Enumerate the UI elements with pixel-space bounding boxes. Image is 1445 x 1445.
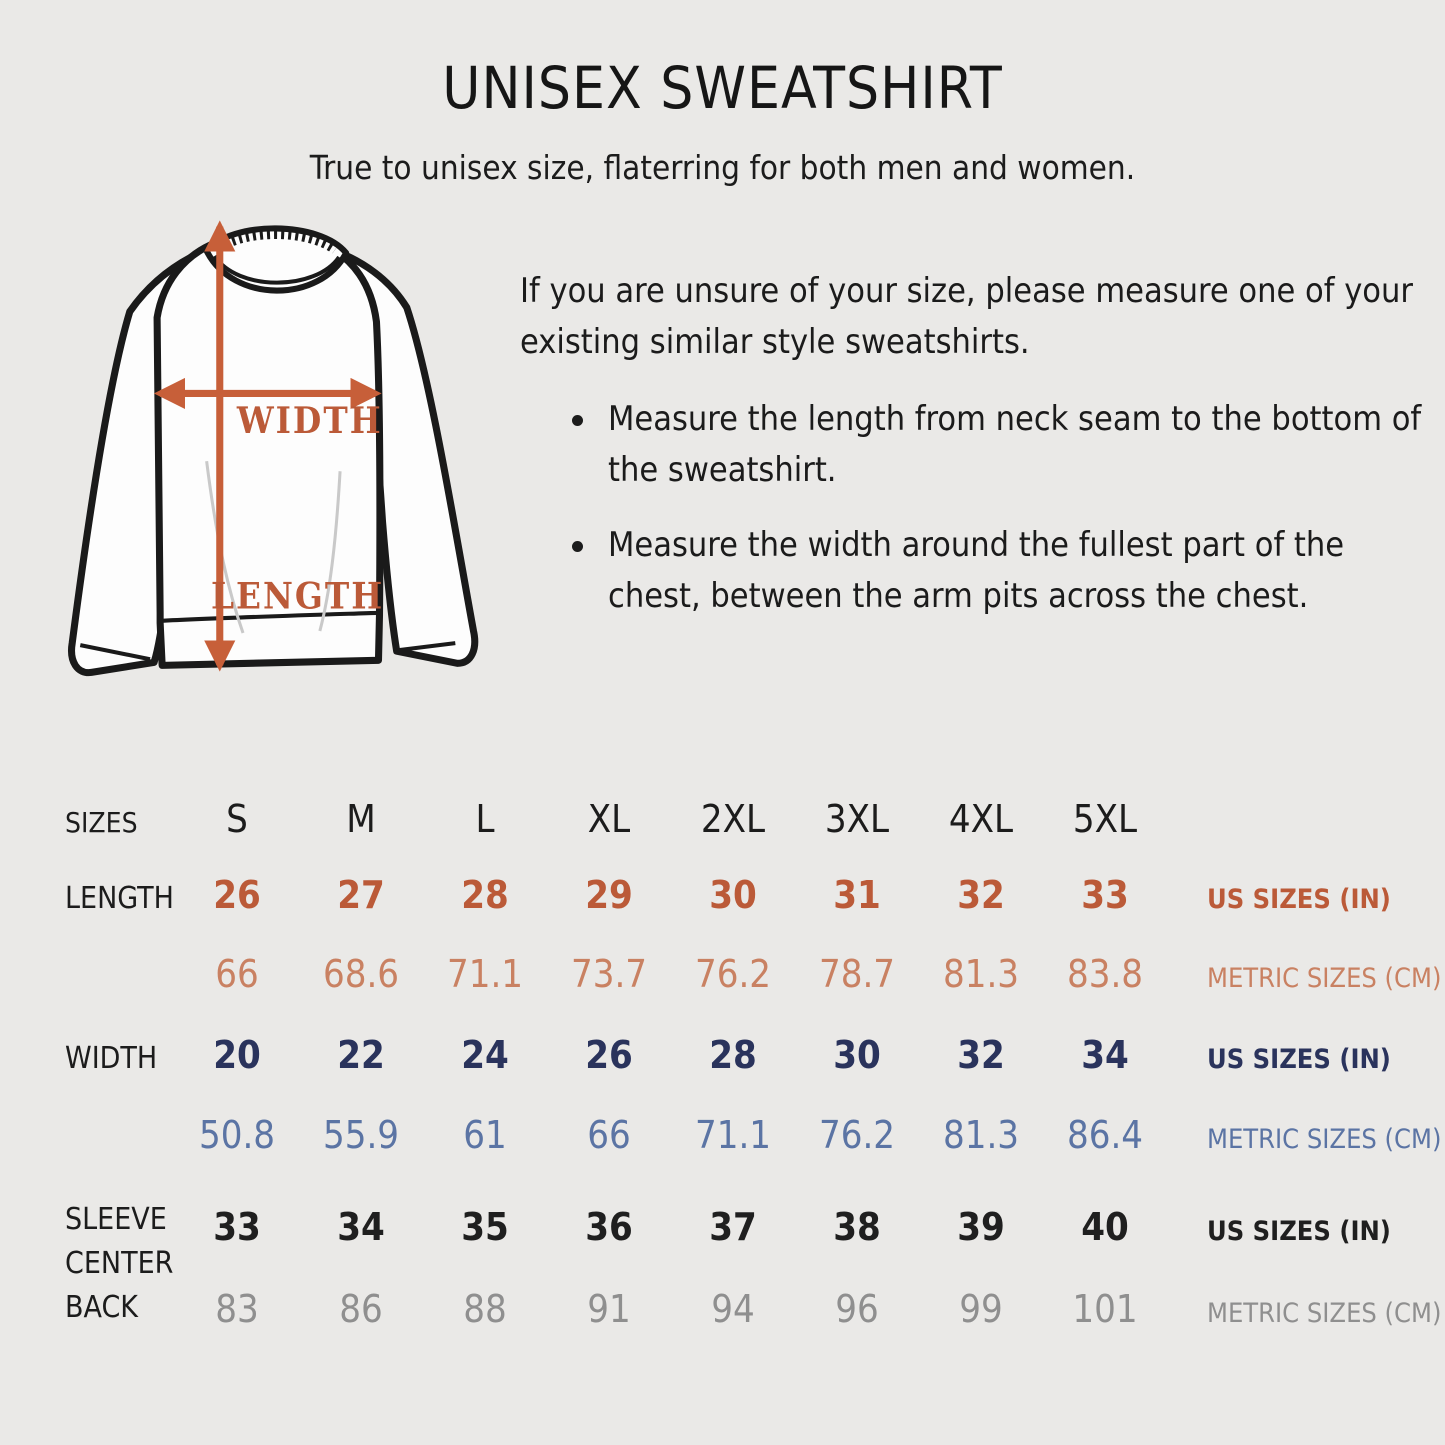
left-cuff-line — [79, 643, 151, 662]
fold-line-right — [318, 471, 342, 632]
size-value: 26 — [213, 873, 261, 917]
size-value: 37 — [709, 1205, 757, 1249]
size-value: 26 — [585, 1033, 633, 1077]
size-value: 34 — [1081, 1033, 1129, 1077]
size-value: 61 — [463, 1113, 507, 1157]
size-value: 99 — [959, 1287, 1003, 1331]
right-cuff-line — [397, 641, 456, 653]
size-value: 73.7 — [570, 952, 648, 996]
sleeve-center-back-label: SLEEVE CENTER BACK — [65, 1198, 173, 1330]
size-value: 71.1 — [694, 1113, 772, 1157]
size-value: 27 — [337, 873, 385, 917]
table-row: 33 34 35 36 37 38 39 40 US SIZES (IN) — [0, 1205, 1445, 1249]
size-table-header-row: SIZES S M L XL 2XL 3XL 4XL 5XL — [0, 797, 1445, 841]
bullet-item: Measure the width around the fullest par… — [520, 520, 1425, 622]
unit-label: METRIC SIZES (CM) — [1207, 1124, 1442, 1155]
table-row: WIDTH 20 22 24 26 28 30 32 34 US SIZES (IN) — [0, 1033, 1445, 1077]
size-column-header: L — [475, 797, 495, 841]
sleeve-label-line: BACK — [65, 1290, 138, 1326]
size-column-header: 4XL — [948, 797, 1014, 841]
unit-label: METRIC SIZES (CM) — [1207, 963, 1442, 994]
size-value: 96 — [835, 1287, 879, 1331]
size-value: 66 — [587, 1113, 631, 1157]
size-value: 34 — [337, 1205, 385, 1249]
size-value: 31 — [833, 873, 881, 917]
size-column-header: 3XL — [824, 797, 890, 841]
size-value: 88 — [463, 1287, 507, 1331]
unit-label: METRIC SIZES (CM) — [1207, 1298, 1442, 1329]
measuring-instructions: If you are unsure of your size, please m… — [520, 266, 1425, 646]
size-value: 68.6 — [322, 952, 400, 996]
size-value: 38 — [833, 1205, 881, 1249]
size-value: 32 — [957, 873, 1005, 917]
table-row: 50.8 55.9 61 66 71.1 76.2 81.3 86.4 METRIC SIZES… — [0, 1113, 1445, 1157]
size-value: 55.9 — [322, 1113, 400, 1157]
size-value: 33 — [213, 1205, 261, 1249]
table-row: 66 68.6 71.1 73.7 76.2 78.7 81.3 83.8 METRIC SIZ… — [0, 952, 1445, 996]
size-value: 76.2 — [694, 952, 772, 996]
size-value: 78.7 — [818, 952, 896, 996]
unit-label: US SIZES (IN) — [1207, 884, 1391, 915]
size-value: 94 — [711, 1287, 755, 1331]
size-value: 81.3 — [942, 952, 1020, 996]
size-value: 66 — [215, 952, 259, 996]
unit-label: US SIZES (IN) — [1207, 1044, 1391, 1075]
size-value: 29 — [585, 873, 633, 917]
table-row: LENGTH 26 27 28 29 30 31 32 33 US SIZES (IN) — [0, 873, 1445, 917]
size-column-header: 2XL — [700, 797, 766, 841]
size-column-header: XL — [587, 797, 631, 841]
size-value: 28 — [461, 873, 509, 917]
instructions-intro: If you are unsure of your size, please m… — [520, 271, 1413, 362]
size-column-header: 5XL — [1072, 797, 1138, 841]
size-value: 20 — [213, 1033, 261, 1077]
size-value: 86 — [339, 1287, 383, 1331]
size-value: 101 — [1072, 1287, 1138, 1331]
width-label: WIDTH — [236, 399, 383, 442]
sizes-header-label: SIZES — [65, 806, 138, 839]
hem-band-line — [160, 610, 380, 623]
size-value: 91 — [587, 1287, 631, 1331]
size-value: 39 — [957, 1205, 1005, 1249]
size-value: 32 — [957, 1033, 1005, 1077]
size-value: 83.8 — [1066, 952, 1144, 996]
size-value: 30 — [833, 1033, 881, 1077]
size-column-header: S — [226, 797, 248, 841]
sleeve-label-line: SLEEVE — [65, 1202, 167, 1237]
size-value: 33 — [1081, 873, 1129, 917]
length-label: LENGTH — [211, 575, 384, 618]
collar-stitching — [217, 229, 338, 254]
bullet-item: Measure the length from neck seam to the… — [520, 394, 1425, 496]
size-value: 36 — [585, 1205, 633, 1249]
row-label: LENGTH — [65, 881, 174, 916]
page-title: UNISEX SWEATSHIRT — [442, 54, 1003, 122]
size-value: 24 — [461, 1033, 509, 1077]
unit-label: US SIZES (IN) — [1207, 1216, 1391, 1247]
table-row: 83 86 88 91 94 96 99 101 METRIC SIZES (CM) — [0, 1287, 1445, 1331]
sweatshirt-diagram: WIDTH LENGTH — [68, 220, 479, 677]
sleeve-label-line: CENTER — [65, 1246, 174, 1282]
page-subtitle: True to unisex size, flaterring for both… — [309, 148, 1136, 187]
size-value: 76.2 — [818, 1113, 896, 1157]
size-value: 35 — [461, 1205, 509, 1249]
size-value: 81.3 — [942, 1113, 1020, 1157]
instructions-bullet-list: Measure the length from neck seam to the… — [520, 394, 1425, 622]
size-value: 22 — [337, 1033, 385, 1077]
size-value: 71.1 — [446, 952, 524, 996]
size-value: 83 — [215, 1287, 259, 1331]
row-label: WIDTH — [65, 1041, 158, 1076]
size-value: 30 — [709, 873, 757, 917]
size-column-header: M — [346, 797, 376, 841]
size-value: 86.4 — [1066, 1113, 1144, 1157]
size-value: 40 — [1081, 1205, 1129, 1249]
size-value: 28 — [709, 1033, 757, 1077]
size-value: 50.8 — [198, 1113, 276, 1157]
